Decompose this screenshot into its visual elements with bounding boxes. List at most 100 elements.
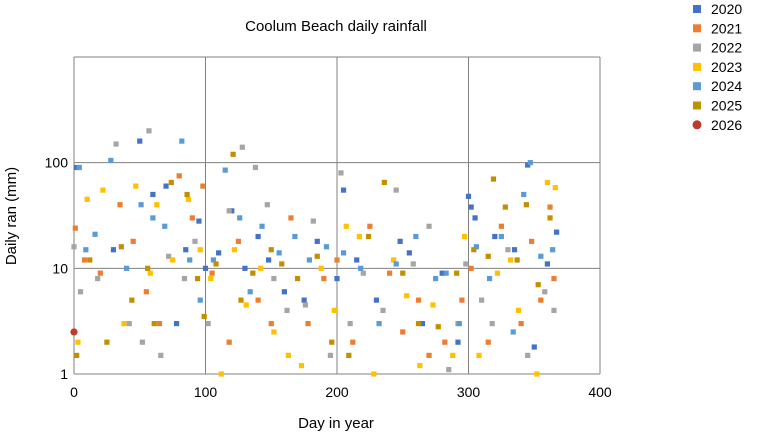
data-point: [346, 352, 352, 358]
data-point: [189, 215, 195, 221]
data-point: [314, 253, 320, 259]
data-point: [367, 223, 373, 229]
data-point: [200, 183, 206, 189]
x-tick-label: 400: [588, 384, 612, 400]
data-point: [168, 179, 174, 186]
data-point: [281, 289, 287, 295]
data-point: [231, 247, 238, 253]
data-point: [419, 320, 426, 327]
data-point: [511, 247, 518, 253]
legend-marker: [693, 43, 701, 52]
data-point: [450, 352, 456, 358]
legend-label: 2026: [711, 117, 742, 133]
data-point: [538, 297, 544, 303]
data-point: [264, 202, 270, 208]
series-2020: [74, 138, 560, 350]
data-point: [75, 339, 81, 345]
series-2026: [70, 328, 78, 336]
legend-marker: [692, 120, 702, 130]
data-point: [529, 238, 535, 244]
series-2022: [71, 128, 557, 373]
data-point: [390, 257, 397, 263]
legend-label: 2022: [711, 40, 742, 56]
x-tick-label: 200: [325, 384, 349, 400]
data-point: [365, 233, 372, 240]
data-point: [118, 244, 124, 250]
data-point: [518, 320, 524, 327]
data-point: [459, 297, 465, 303]
data-point: [380, 307, 386, 313]
data-point: [156, 320, 163, 327]
data-point: [542, 289, 548, 295]
data-point: [222, 167, 228, 173]
data-point: [527, 160, 533, 166]
data-point: [486, 275, 493, 282]
data-point: [502, 204, 508, 210]
x-axis-ticks: 0 100 200 300 400: [70, 384, 612, 400]
y-tick-label: 1: [60, 366, 68, 382]
data-point: [410, 261, 416, 267]
data-point: [247, 289, 253, 295]
data-point: [544, 261, 550, 267]
legend-marker: [693, 62, 701, 71]
data-point: [166, 253, 172, 259]
data-point: [243, 302, 249, 308]
data-point: [381, 179, 387, 186]
data-point: [550, 247, 556, 253]
data-point: [538, 253, 544, 259]
data-point: [413, 233, 419, 240]
data-point: [284, 307, 290, 313]
data-point: [162, 223, 168, 229]
data-point: [151, 320, 157, 327]
data-point: [430, 302, 436, 308]
data-point: [525, 352, 531, 358]
data-point: [184, 191, 190, 198]
data-point: [185, 196, 192, 202]
data-point: [268, 247, 274, 253]
data-point: [442, 339, 448, 345]
legend-label: 2024: [711, 78, 742, 94]
data-point: [117, 202, 123, 208]
data-point: [216, 250, 222, 256]
legend-marker: [693, 101, 701, 110]
legend-item: 2021: [693, 20, 742, 36]
data-point: [343, 223, 349, 229]
data-point: [485, 339, 491, 345]
data-point: [95, 275, 101, 282]
data-point: [179, 138, 185, 144]
data-point: [196, 218, 202, 224]
data-point: [505, 247, 511, 253]
data-point: [393, 187, 399, 193]
data-point: [455, 339, 461, 345]
data-point: [163, 183, 169, 189]
data-point: [473, 244, 479, 250]
data-point: [327, 352, 334, 358]
data-point: [356, 233, 362, 240]
data-point: [544, 179, 550, 186]
data-point: [104, 339, 110, 345]
data-point: [208, 275, 214, 282]
data-point: [81, 257, 88, 263]
data-point: [100, 187, 106, 193]
data-point: [305, 320, 311, 327]
data-point: [454, 270, 460, 276]
data-point: [547, 215, 553, 221]
legend-label: 2025: [711, 98, 742, 114]
data-point: [465, 193, 472, 199]
data-point: [183, 247, 189, 253]
data-point: [121, 320, 127, 327]
data-point: [554, 229, 560, 235]
data-point: [108, 157, 114, 164]
legend-label: 2020: [711, 1, 742, 17]
data-point: [145, 265, 151, 271]
data-point: [498, 223, 504, 229]
data-point: [360, 270, 366, 276]
data-point: [192, 238, 198, 244]
data-point: [321, 275, 327, 282]
data-point: [298, 363, 305, 369]
data-point: [490, 176, 497, 182]
data-point: [547, 204, 553, 210]
data-point: [176, 173, 182, 179]
data-point: [435, 324, 441, 330]
